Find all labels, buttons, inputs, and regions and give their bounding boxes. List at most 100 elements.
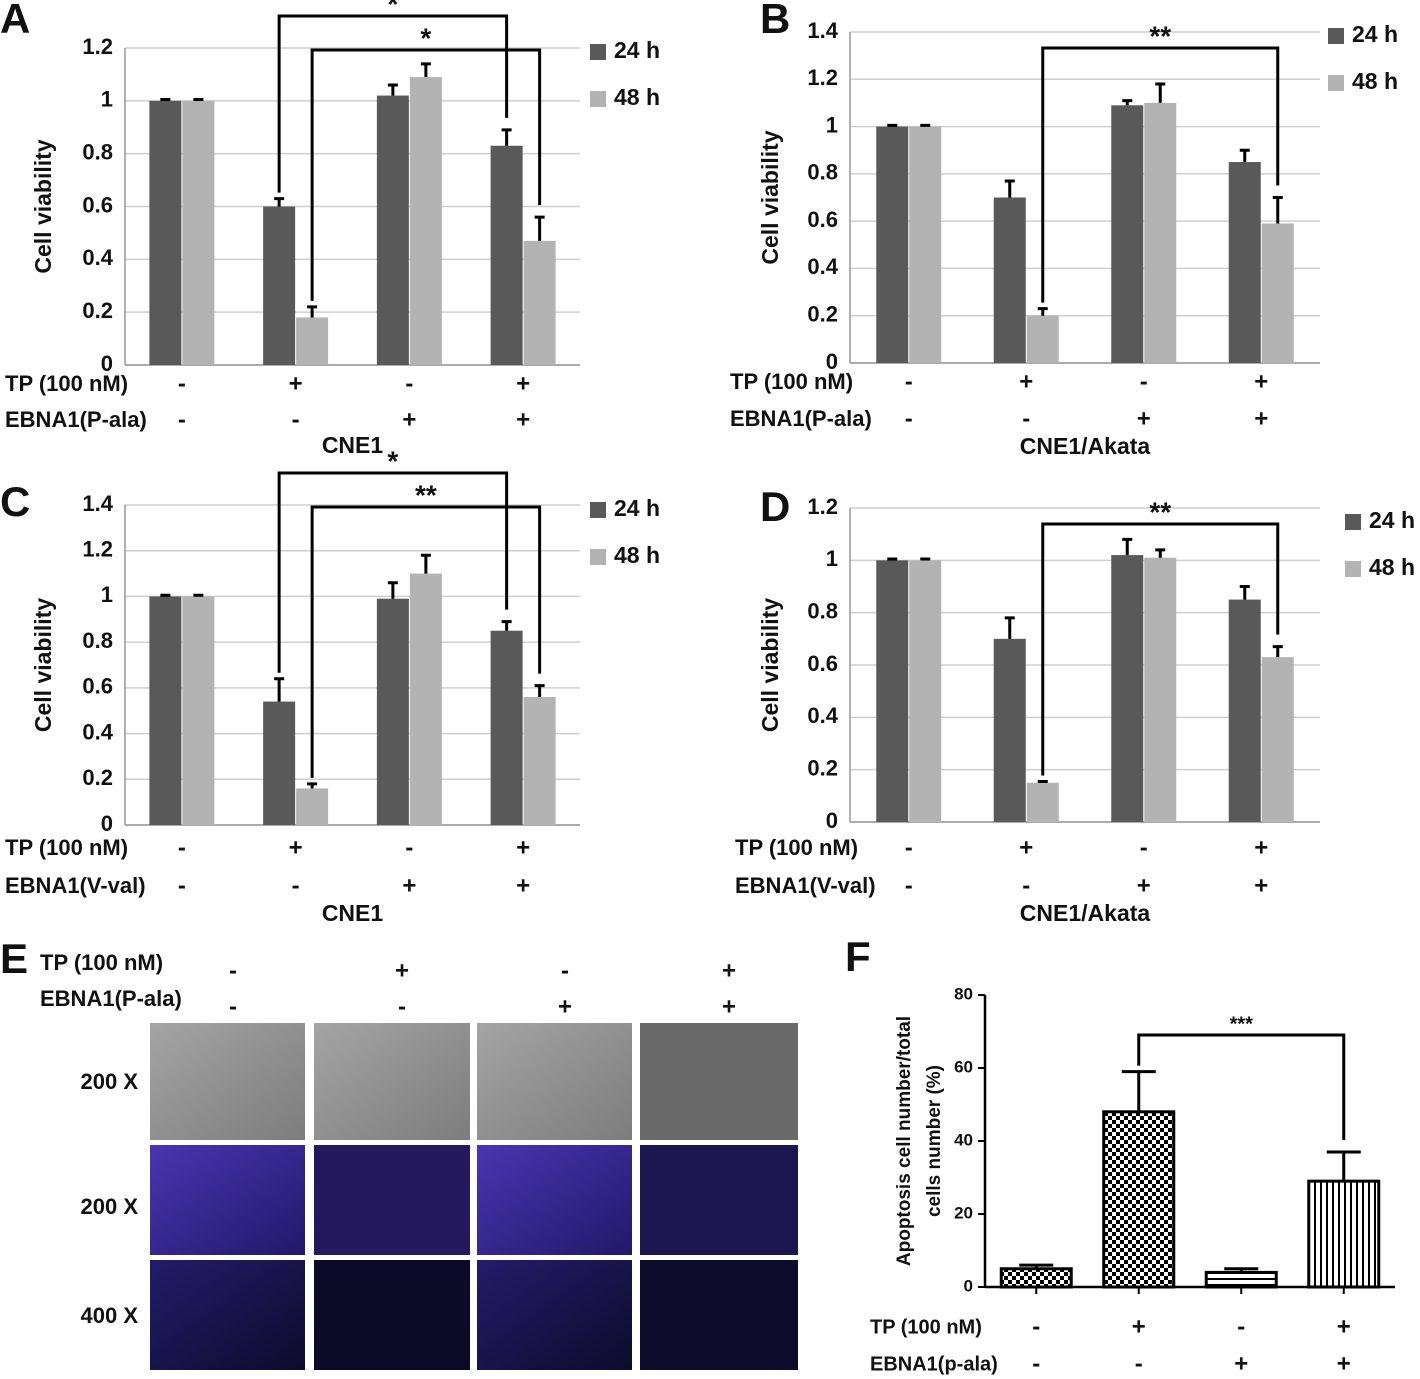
condition-value: - <box>1022 405 1030 432</box>
panel-letter: C <box>0 478 30 525</box>
bar <box>409 77 442 365</box>
error-bar <box>887 557 898 561</box>
condition-value: - <box>292 872 300 899</box>
bar <box>149 100 182 365</box>
y-tick-label: 1.4 <box>807 18 838 43</box>
bar <box>999 1267 1073 1289</box>
condition-value: + <box>1254 834 1268 861</box>
micrograph <box>640 1023 798 1140</box>
error-bar <box>1019 1263 1054 1269</box>
y-tick-label: 0.4 <box>82 245 113 270</box>
micrograph <box>150 1145 305 1255</box>
error-bar <box>160 593 171 597</box>
error-bar <box>1155 82 1166 103</box>
significance-bracket <box>1041 522 1280 776</box>
condition-value: - <box>1135 1350 1143 1377</box>
y-tick-label: 1 <box>101 87 113 112</box>
bar <box>1228 599 1261 822</box>
bar <box>1026 315 1059 363</box>
y-axis-label: Cell viability <box>30 139 56 273</box>
bar <box>182 596 215 825</box>
condition-value: + <box>722 993 736 1020</box>
condition-label: TP (100 nM) <box>5 835 128 860</box>
bar <box>1111 555 1144 822</box>
error-bar <box>1121 1070 1156 1112</box>
condition-value: - <box>178 834 186 861</box>
y-tick-label: 1 <box>826 546 838 571</box>
error-bar <box>420 553 431 574</box>
y-axis-label: Apoptosis cell number/total <box>894 1016 915 1266</box>
legend-label: 24 h <box>1352 21 1398 47</box>
legend-swatch <box>590 91 606 107</box>
condition-value: + <box>516 872 530 899</box>
error-bar <box>1122 537 1133 556</box>
y-tick-label: 0.2 <box>807 302 838 327</box>
bar <box>409 573 442 825</box>
error-bar <box>1037 779 1048 783</box>
bar <box>1261 223 1294 363</box>
error-bar <box>1004 616 1015 639</box>
bar <box>376 598 409 825</box>
bar <box>523 697 556 825</box>
y-tick-label: 1.2 <box>82 34 113 59</box>
panel-letter: E <box>0 935 28 982</box>
error-bar <box>274 677 285 702</box>
legend-label: 48 h <box>1352 68 1398 94</box>
bar <box>1111 105 1144 364</box>
error-bar <box>920 557 931 561</box>
y-tick-label: 1.2 <box>807 494 838 519</box>
bar <box>909 560 942 822</box>
condition-label: TP (100 nM) <box>735 835 858 860</box>
micrograph <box>314 1260 470 1370</box>
bar <box>993 638 1026 822</box>
condition-value: - <box>398 993 406 1020</box>
y-tick-label: 0.6 <box>807 207 838 232</box>
condition-value: - <box>905 368 913 395</box>
bar <box>523 240 556 365</box>
bar <box>876 126 909 363</box>
y-axis-label: cells number (%) <box>924 1065 945 1217</box>
legend-label: 48 h <box>1369 554 1415 580</box>
condition-value: - <box>905 872 913 899</box>
y-tick-label: 1.2 <box>82 537 113 562</box>
y-tick-label: 0 <box>826 808 838 833</box>
panel-letter: F <box>845 933 871 980</box>
condition-value: - <box>1032 1350 1040 1377</box>
condition-label: EBNA1(P-ala) <box>5 407 147 432</box>
error-bar <box>1224 1267 1259 1273</box>
x-axis-label: CNE1 <box>322 900 384 926</box>
condition-value: - <box>905 405 913 432</box>
condition-value: + <box>1019 834 1033 861</box>
significance-label: ** <box>415 479 437 510</box>
legend-label: 24 h <box>1369 507 1415 533</box>
significance-bracket <box>1041 46 1280 303</box>
error-bar <box>193 593 204 597</box>
condition-label: TP (100 nM) <box>730 369 853 394</box>
bar <box>263 206 296 365</box>
error-bar <box>887 123 898 127</box>
y-axis-label: Cell viability <box>757 130 783 264</box>
y-tick-label: 0.8 <box>82 628 113 653</box>
bar <box>1026 782 1059 822</box>
bar <box>263 701 296 825</box>
panel-letter: D <box>760 483 790 530</box>
error-bar <box>1272 645 1283 658</box>
legend-swatch <box>1345 514 1361 530</box>
legend-swatch <box>590 549 606 565</box>
condition-value: - <box>178 406 186 433</box>
condition-value: + <box>516 370 530 397</box>
magnification-label: 400 X <box>81 1303 139 1328</box>
condition-value: + <box>1019 368 1033 395</box>
y-tick-label: 0 <box>101 351 113 376</box>
error-bar <box>534 215 545 241</box>
condition-label: EBNA1(V-val) <box>735 873 876 898</box>
micrograph-grid <box>150 1023 798 1370</box>
condition-value: + <box>1254 405 1268 432</box>
significance-label: ** <box>1149 496 1171 527</box>
bar <box>296 788 329 825</box>
micrograph <box>640 1145 798 1255</box>
bar <box>296 317 329 365</box>
error-bar <box>420 62 431 78</box>
condition-value: + <box>1254 368 1268 395</box>
y-axis-label: Cell viability <box>757 598 783 732</box>
